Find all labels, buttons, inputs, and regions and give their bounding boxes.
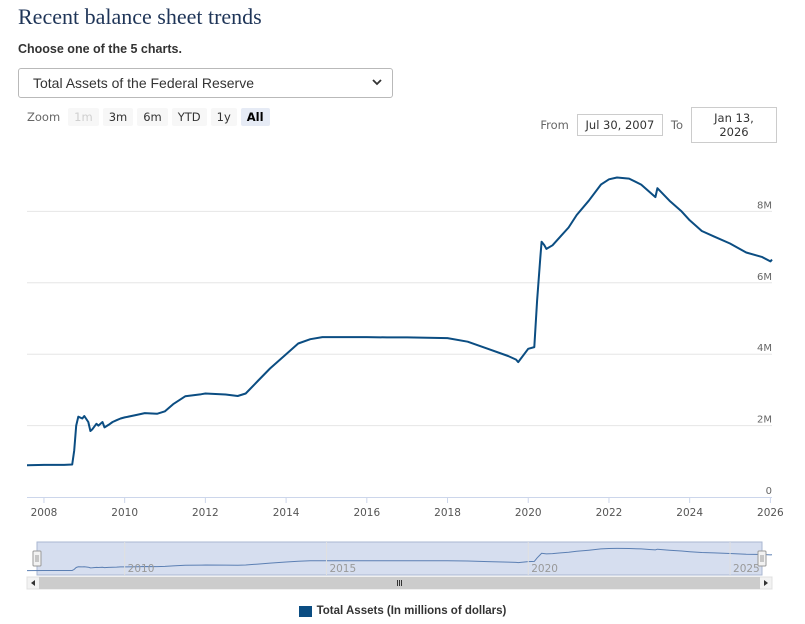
zoom-1m-button[interactable]: 1m [68, 108, 99, 126]
navigator-series-line [26, 547, 773, 572]
zoom-1y-button[interactable]: 1y [210, 108, 237, 126]
x-tick-label: 2018 [434, 507, 461, 519]
zoom-6m-button[interactable]: 6m [137, 108, 168, 126]
x-tick-label: 2026 [757, 507, 784, 519]
legend-swatch [298, 605, 312, 617]
x-tick-label: 2012 [192, 507, 219, 519]
y-tick-label: 8M [757, 200, 772, 211]
zoom-label: Zoom [27, 110, 61, 124]
navigator-tick-label: 2020 [531, 563, 558, 575]
x-tick-label: 2010 [111, 507, 138, 519]
series-line-total-assets[interactable] [26, 176, 773, 467]
zoom-ytd-button[interactable]: YTD [171, 108, 207, 126]
navigator-right-handle[interactable] [757, 550, 767, 567]
chart-chooser-prompt: Choose one of the 5 charts. [18, 42, 182, 56]
date-range-controls: From Jul 30, 2007 To Jan 13, 2026 [532, 107, 777, 143]
y-tick-label: 0 [766, 486, 772, 497]
from-label: From [540, 118, 569, 132]
scroll-right-arrow-icon[interactable] [764, 580, 768, 586]
navigator-selected-range[interactable] [36, 541, 763, 576]
x-tick-label: 2024 [676, 507, 703, 519]
chart-area: 0 2M 4M 6M 8M 2008 2010 2012 2014 2016 2018 2020 202… [26, 176, 784, 590]
x-tick-label: 2022 [596, 507, 623, 519]
y-tick-label: 2M [757, 415, 772, 426]
navigator-tick-label: 2025 [733, 563, 760, 575]
chart-legend[interactable]: Total Assets (In millions of dollars) [0, 605, 805, 617]
x-tick-label: 2020 [515, 507, 542, 519]
zoom-toolbar: Zoom 1m 3m 6m YTD 1y All [27, 107, 274, 127]
navigator-left-handle[interactable] [32, 550, 42, 567]
from-date-input[interactable]: Jul 30, 2007 [576, 114, 663, 136]
to-label: To [670, 118, 683, 132]
y-tick-label: 6M [757, 272, 772, 283]
x-tick-label: 2008 [31, 507, 58, 519]
scroll-left-arrow-icon[interactable] [31, 580, 35, 586]
x-tick-label: 2014 [273, 507, 300, 519]
legend-label: Total Assets (In millions of dollars) [316, 605, 507, 617]
chart-select-value: Total Assets of the Federal Reserve [33, 75, 254, 91]
chevron-down-icon [372, 79, 382, 86]
x-tick-label: 2016 [353, 507, 380, 519]
navigator-tick-label: 2010 [128, 563, 155, 575]
to-date-input[interactable]: Jan 13, 2026 [691, 107, 777, 143]
zoom-3m-button[interactable]: 3m [102, 108, 134, 126]
chart-select-dropdown[interactable]: Total Assets of the Federal Reserve [18, 68, 393, 98]
page-title: Recent balance sheet trends [18, 4, 262, 29]
navigator-tick-label: 2015 [329, 563, 356, 575]
y-tick-label: 4M [757, 343, 772, 354]
zoom-all-button[interactable]: All [240, 108, 270, 126]
